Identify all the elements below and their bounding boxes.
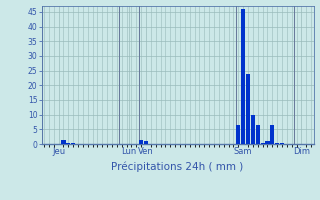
Bar xyxy=(256,125,260,144)
Bar xyxy=(66,143,70,144)
Bar xyxy=(241,9,245,144)
Bar xyxy=(260,143,265,144)
Bar xyxy=(144,141,148,144)
Bar xyxy=(265,141,269,144)
Bar xyxy=(61,140,66,144)
Bar xyxy=(270,125,274,144)
Bar xyxy=(246,74,250,144)
Bar xyxy=(71,143,75,144)
Bar xyxy=(139,140,143,144)
X-axis label: Précipitations 24h ( mm ): Précipitations 24h ( mm ) xyxy=(111,161,244,172)
Bar xyxy=(280,143,284,144)
Bar xyxy=(236,125,240,144)
Bar xyxy=(275,143,279,144)
Bar xyxy=(251,115,255,144)
